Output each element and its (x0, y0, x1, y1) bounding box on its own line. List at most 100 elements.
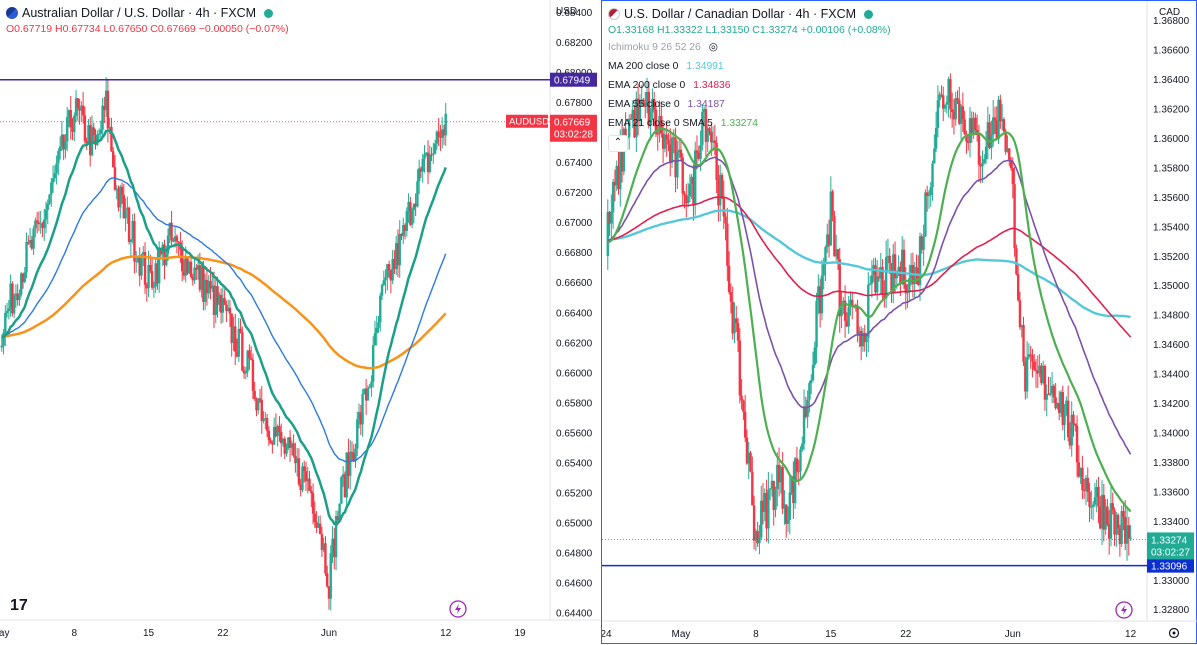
candle-body (619, 140, 622, 190)
price-tick-label: 1.36800 (1153, 16, 1190, 27)
candle-body (258, 398, 262, 401)
candle-body (350, 451, 354, 454)
candle-body (50, 182, 53, 195)
candle-body (1127, 525, 1131, 539)
candle-body (276, 425, 279, 437)
candle-body (611, 181, 615, 212)
candle-body (371, 345, 375, 382)
candle-body (186, 256, 189, 274)
candle-body (644, 103, 647, 107)
candle-body (727, 265, 731, 293)
candle-body (811, 364, 815, 381)
candle-body (133, 221, 136, 262)
last-price-label: 1.33274 (1151, 535, 1188, 546)
candle-body (235, 351, 239, 357)
candle-body (394, 243, 398, 269)
candle-body (804, 406, 808, 417)
candle-body (717, 180, 720, 206)
candle-body (103, 105, 106, 111)
candle-body (633, 109, 636, 138)
candle-body (710, 131, 713, 143)
candle-body (120, 186, 124, 195)
candle-body (149, 265, 152, 272)
indicator-row[interactable]: EMA 200 close 0 1.34836 (608, 76, 891, 95)
candle-body (702, 109, 706, 112)
candle-body (117, 188, 120, 208)
candle-body (776, 464, 779, 490)
candle-body (818, 286, 822, 314)
candle-body (241, 332, 244, 371)
hidden-eye-icon[interactable]: ◎ (708, 42, 718, 53)
symbol-title[interactable]: Australian Dollar / U.S. Dollar · 4h · F… (22, 6, 257, 20)
candle-body (111, 151, 115, 168)
candle-body (847, 306, 850, 327)
price-tick-label: 0.64600 (556, 578, 593, 589)
candle-body (858, 330, 861, 334)
candle-body (715, 142, 718, 181)
indicator-row[interactable]: EMA 55 close 0 1.34187 (608, 95, 891, 114)
candle-body (177, 241, 180, 243)
candle-body (280, 431, 283, 444)
candle-body (403, 225, 407, 231)
candle-body (437, 131, 440, 137)
candle-body (433, 143, 437, 154)
candle-body (763, 492, 767, 512)
candle-body (1002, 119, 1006, 132)
candle-body (341, 474, 345, 478)
candle-body (32, 228, 35, 249)
candle-body (1027, 354, 1031, 358)
audusd-chart-canvas[interactable]: 0.684000.682000.680000.678000.676000.674… (0, 0, 601, 644)
candle-body (1079, 467, 1082, 477)
indicator-row[interactable]: MA 200 close 0 1.34991 (608, 57, 891, 76)
candle-body (200, 266, 203, 290)
candle-body (131, 221, 134, 240)
candle-body (51, 178, 55, 183)
candle-body (232, 326, 235, 343)
candle-body (738, 340, 742, 396)
candle-body (1091, 504, 1095, 507)
candle-body (695, 150, 699, 153)
price-tick-label: 1.34000 (1153, 428, 1190, 439)
price-tick-label: 1.33400 (1153, 517, 1190, 528)
horizontal-line-price-label: 1.33096 (1151, 562, 1188, 573)
candle-body (156, 263, 159, 284)
candle-body (80, 105, 83, 111)
chart-pane-usdcad[interactable]: 1.36800 1.36600 1.36400 1.36200 1.36000 1.358… (601, 0, 1197, 644)
events-lightning-icon[interactable] (449, 600, 467, 618)
price-tick-label: 1.33600 (1153, 487, 1190, 498)
candle-body (189, 261, 193, 277)
candle-body (1018, 300, 1022, 328)
candle-body (402, 225, 405, 237)
candle-body (883, 295, 886, 299)
candle-body (400, 233, 403, 237)
candle-body (334, 516, 338, 558)
candle-body (940, 94, 943, 96)
candle-body (647, 91, 651, 126)
candle-body (393, 259, 396, 269)
events-lightning-icon[interactable] (1115, 601, 1133, 619)
indicator-row[interactable]: Ichimoku 9 26 52 26 ◎ (608, 38, 891, 57)
candle-body (1124, 517, 1127, 544)
candle-body (343, 474, 347, 498)
settings-gear-icon[interactable] (1168, 627, 1180, 639)
candle-body (283, 438, 286, 454)
candle-body (772, 480, 775, 510)
candle-body (30, 240, 34, 249)
price-tick-label: 1.33800 (1153, 458, 1190, 469)
indicator-row[interactable]: EMA 21 close 0 SMA 5 1.33274 (608, 114, 891, 133)
candle-body (1113, 510, 1116, 535)
candle-body (660, 115, 663, 134)
candle-body (922, 236, 925, 250)
price-tick-label: 0.66200 (556, 338, 593, 349)
usdcad-chart-canvas[interactable]: 1.36800 1.36600 1.36400 1.36200 1.36000 1.358… (602, 1, 1197, 645)
candle-body (246, 350, 249, 372)
chart-pane-audusd[interactable]: 0.684000.682000.680000.678000.676000.674… (0, 0, 601, 644)
collapse-legend-button[interactable]: ⌃ (608, 135, 628, 152)
symbol-title[interactable]: U.S. Dollar / Canadian Dollar · 4h · FXC… (624, 7, 857, 21)
time-tick-label: 8 (72, 628, 78, 639)
candle-body (767, 489, 770, 529)
candle-body (1063, 413, 1066, 426)
candle-body (87, 125, 90, 144)
candle-body (230, 313, 233, 343)
candle-body (34, 220, 37, 229)
